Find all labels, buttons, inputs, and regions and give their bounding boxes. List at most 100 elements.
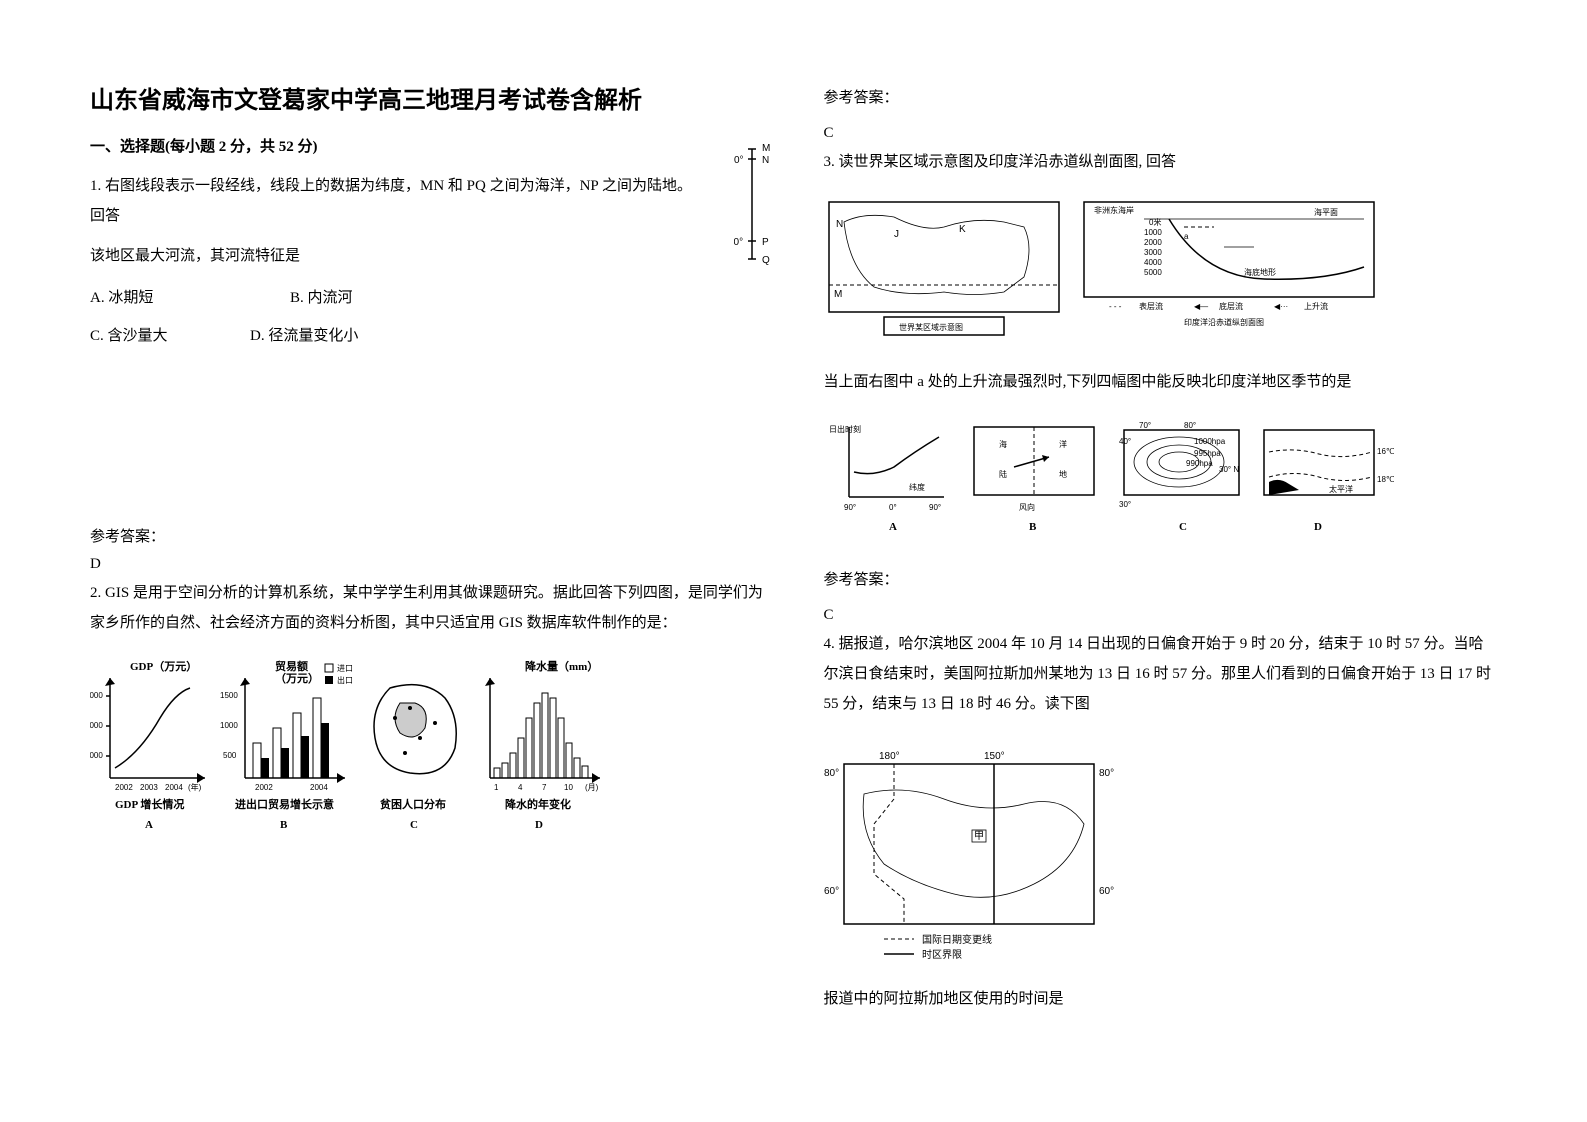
answer-label-3: 参考答案： — [824, 567, 1498, 594]
svg-text:70°: 70° — [1139, 421, 1151, 430]
svg-text:降水的年变化: 降水的年变化 — [505, 797, 571, 811]
svg-text:世界某区域示意图: 世界某区域示意图 — [899, 322, 963, 332]
svg-text:0°: 0° — [889, 503, 897, 512]
svg-text:1000hpa: 1000hpa — [1194, 437, 1226, 446]
svg-text:2004: 2004 — [310, 783, 328, 792]
svg-text:3000: 3000 — [1144, 248, 1162, 257]
svg-text:贫困人口分布: 贫困人口分布 — [380, 797, 446, 811]
svg-text:A: A — [889, 521, 897, 533]
question-2: 2. GIS 是用于空间分析的计算机系统，某中学学生利用其做课题研究。据此回答下… — [90, 578, 764, 863]
svg-text:D: D — [535, 819, 543, 831]
q1-opt-c: C. 含沙量大 — [90, 321, 250, 351]
svg-text:印度洋沿赤道纵剖面图: 印度洋沿赤道纵剖面图 — [1184, 317, 1264, 327]
q4-text: 4. 据报道，哈尔滨地区 2004 年 10 月 14 日出现的日偏食开始于 9… — [824, 629, 1498, 719]
svg-text:2000: 2000 — [1144, 238, 1162, 247]
svg-text:0°: 0° — [734, 155, 744, 166]
svg-text:◀···: ◀··· — [1274, 302, 1288, 311]
svg-text:2002: 2002 — [115, 783, 133, 792]
q1-sub: 该地区最大河流，其河流特征是 — [90, 241, 764, 271]
svg-text:进出口贸易增长示意: 进出口贸易增长示意 — [235, 797, 334, 811]
svg-text:陆: 陆 — [999, 469, 1007, 479]
svg-text:995hpa: 995hpa — [1194, 449, 1221, 458]
question-4: 4. 据报道，哈尔滨地区 2004 年 10 月 14 日出现的日偏食开始于 9… — [824, 629, 1498, 1026]
q3-diagram-top: N J K 赤道 M 世界某区域示意图 非洲东海岸 海平面 0米 1000 20… — [824, 197, 1384, 347]
svg-text:D: D — [1314, 521, 1322, 533]
svg-text:日出时刻: 日出时刻 — [829, 424, 861, 434]
svg-text:90°: 90° — [929, 503, 941, 512]
page-title: 山东省威海市文登葛家中学高三地理月考试卷含解析 — [90, 80, 764, 115]
question-1: 1. 右图线段表示一段经线，线段上的数据为纬度，MN 和 PQ 之间为海洋，NP… — [90, 171, 764, 359]
svg-text:500: 500 — [223, 751, 237, 760]
svg-text:60°: 60° — [1099, 886, 1114, 897]
svg-text:C: C — [410, 819, 418, 831]
svg-text:上升流: 上升流 — [1304, 301, 1328, 311]
svg-text:J: J — [894, 229, 899, 240]
q3-sub: 当上面右图中 a 处的上升流最强烈时,下列四幅图中能反映北印度洋地区季节的是 — [824, 367, 1498, 397]
svg-text:6000: 6000 — [90, 691, 103, 700]
svg-text:90°: 90° — [844, 503, 856, 512]
svg-text:7: 7 — [542, 783, 547, 792]
svg-text:M: M — [834, 289, 842, 300]
svg-text:纬度: 纬度 — [909, 482, 925, 492]
svg-text:1000: 1000 — [220, 721, 238, 730]
svg-text:◀—: ◀— — [1194, 302, 1208, 311]
svg-text:18℃: 18℃ — [1377, 475, 1394, 484]
svg-text:太平洋: 太平洋 — [1329, 484, 1353, 494]
svg-text:A: A — [145, 819, 153, 831]
svg-text:海底地形: 海底地形 — [1244, 267, 1276, 277]
svg-text:（万元）: （万元） — [275, 672, 319, 685]
svg-text:4: 4 — [518, 783, 523, 792]
svg-text:- - -: - - - — [1109, 302, 1122, 311]
svg-text:GDP 增长情况: GDP 增长情况 — [115, 797, 184, 811]
svg-text:洋: 洋 — [1059, 439, 1067, 449]
svg-text:地: 地 — [1059, 469, 1067, 479]
q1-options-row2: C. 含沙量大 D. 径流量变化小 — [90, 321, 764, 351]
q2-text: 2. GIS 是用于空间分析的计算机系统，某中学学生利用其做课题研究。据此回答下… — [90, 578, 764, 638]
svg-text:降水量（mm）: 降水量（mm） — [525, 659, 598, 673]
svg-text:2000: 2000 — [90, 751, 103, 760]
svg-text:B: B — [280, 819, 288, 831]
q1-options-row1: A. 冰期短 B. 内流河 — [90, 283, 764, 313]
svg-text:底层流: 底层流 — [1219, 301, 1243, 311]
q3-diagram-bottom: 日出时刻 纬度 90° 0° 90° A 海 洋 陆 地 风向 B — [824, 417, 1394, 537]
q4-sub: 报道中的阿拉斯加地区使用的时间是 — [824, 984, 1498, 1014]
svg-text:2003: 2003 — [140, 783, 158, 792]
svg-text:1000: 1000 — [1144, 228, 1162, 237]
svg-text:4000: 4000 — [1144, 258, 1162, 267]
svg-text:K: K — [959, 224, 966, 235]
svg-text:表层流: 表层流 — [1139, 301, 1163, 311]
q1-opt-b: B. 内流河 — [290, 283, 764, 313]
q1-opt-d: D. 径流量变化小 — [250, 321, 764, 351]
svg-text:30°: 30° — [1119, 500, 1131, 509]
svg-text:GDP（万元）: GDP（万元） — [130, 660, 197, 673]
answer-label-2: 参考答案： — [824, 85, 1498, 112]
svg-text:C: C — [1179, 521, 1187, 533]
svg-text:(年): (年) — [188, 782, 202, 792]
question-3: 3. 读世界某区域示意图及印度洋沿赤道纵剖面图, 回答 N J K 赤道 M 世… — [824, 147, 1498, 550]
svg-text:40°: 40° — [1119, 437, 1131, 446]
svg-text:贸易额: 贸易额 — [275, 659, 308, 673]
svg-text:990hpa: 990hpa — [1186, 459, 1213, 468]
svg-text:甲: 甲 — [974, 831, 984, 842]
svg-text:国际日期变更线: 国际日期变更线 — [922, 933, 992, 946]
svg-text:出口: 出口 — [337, 675, 353, 685]
svg-text:80°: 80° — [1184, 421, 1196, 430]
svg-text:Q: Q — [762, 255, 770, 266]
svg-text:4000: 4000 — [90, 721, 103, 730]
answer-2: C — [824, 120, 1498, 147]
q3-text: 3. 读世界某区域示意图及印度洋沿赤道纵剖面图, 回答 — [824, 147, 1498, 177]
left-column: 山东省威海市文登葛家中学高三地理月考试卷含解析 一、选择题(每小题 2 分，共 … — [90, 80, 764, 1082]
svg-text:1: 1 — [494, 783, 499, 792]
svg-text:180°: 180° — [879, 751, 900, 762]
q1-text: 1. 右图线段表示一段经线，线段上的数据为纬度，MN 和 PQ 之间为海洋，NP… — [90, 171, 764, 231]
svg-text:0米: 0米 — [1149, 217, 1161, 227]
svg-text:B: B — [1029, 521, 1037, 533]
svg-text:80°: 80° — [1099, 768, 1114, 779]
svg-text:海: 海 — [999, 439, 1007, 449]
svg-text:2002: 2002 — [255, 783, 273, 792]
svg-text:P: P — [762, 237, 769, 248]
svg-text:150°: 150° — [984, 751, 1005, 762]
svg-text:30° N: 30° N — [1219, 465, 1239, 474]
answer-label-1: 参考答案： — [90, 524, 764, 551]
svg-text:时区界限: 时区界限 — [922, 949, 962, 961]
